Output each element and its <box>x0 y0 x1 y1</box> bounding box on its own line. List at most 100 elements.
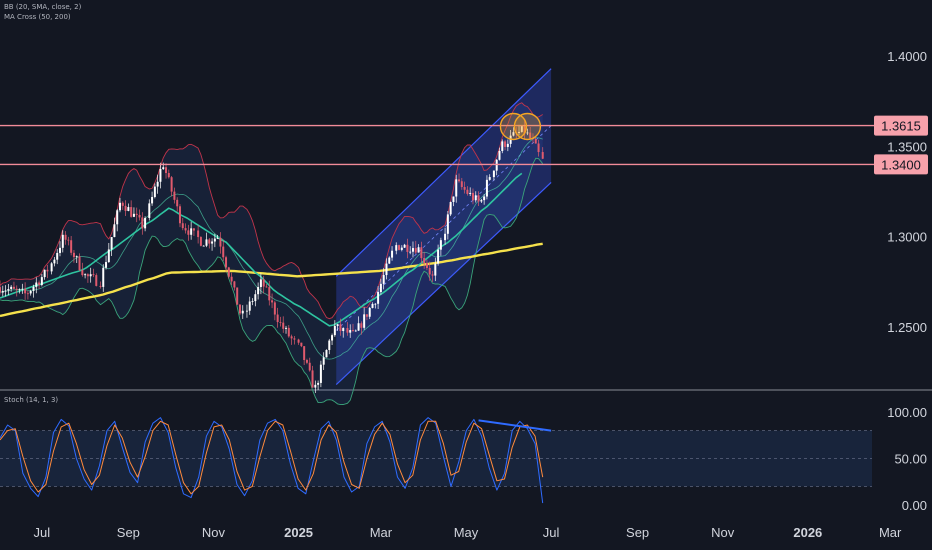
candle-body <box>113 224 116 238</box>
candle-body <box>78 256 81 271</box>
candle-body <box>273 302 276 315</box>
level-label-box <box>874 115 928 136</box>
candle-body <box>311 370 314 388</box>
candle-body <box>181 223 184 229</box>
candle-body <box>485 179 488 197</box>
candle-body <box>202 245 205 247</box>
stoch-tick-label: 100.00 <box>887 405 927 420</box>
x-tick-label: Jul <box>543 525 560 540</box>
legend-bb[interactable]: BB (20, SMA, close, 2) <box>4 3 82 11</box>
candle-body <box>374 303 377 305</box>
candle-body <box>371 303 374 308</box>
candle-body <box>444 233 447 241</box>
candle-body <box>480 200 483 202</box>
candle-body <box>107 249 110 263</box>
candle-body <box>38 282 41 285</box>
candle-body <box>29 290 32 294</box>
highlight-circle <box>513 112 542 141</box>
candle-body <box>4 290 7 292</box>
candle-body <box>262 279 265 287</box>
candle-body <box>58 247 61 253</box>
x-tick-label: Mar <box>879 525 902 540</box>
stoch-tick-label: 50.00 <box>894 452 927 467</box>
candle-body <box>434 263 437 276</box>
x-tick-label: May <box>454 525 479 540</box>
candle-body <box>400 247 403 250</box>
horizontal-levels[interactable]: 1.3615 1.3400 <box>0 115 928 175</box>
candle-body <box>190 228 193 235</box>
ascending-channel[interactable] <box>335 68 552 386</box>
ma200-line <box>0 242 543 318</box>
candle-body <box>197 230 200 238</box>
candle-body <box>425 263 428 268</box>
candles <box>0 119 544 393</box>
candle-body <box>388 257 391 264</box>
candle-body <box>331 335 334 341</box>
candle-body <box>276 314 279 323</box>
candle-body <box>135 213 138 215</box>
legend-stoch[interactable]: Stoch (14, 1, 3) <box>4 396 59 404</box>
stoch-d-line <box>0 420 544 495</box>
candle-body <box>285 327 288 329</box>
candle-body <box>144 217 147 229</box>
candle-body <box>84 274 87 276</box>
candle-body <box>523 125 526 134</box>
level-label: 1.3615 <box>881 119 921 134</box>
candle-body <box>18 289 21 291</box>
candle-body <box>360 323 363 328</box>
candle-body <box>534 139 537 144</box>
candle-body <box>24 288 27 294</box>
candle-body <box>308 362 311 371</box>
candle-body <box>170 177 173 192</box>
candle-body <box>130 207 133 217</box>
x-tick-label: Nov <box>711 525 735 540</box>
candle-body <box>187 230 190 235</box>
candle-body <box>110 237 113 250</box>
candle-body <box>322 357 325 365</box>
candle-body <box>141 217 144 229</box>
candle-body <box>449 201 452 215</box>
candle-body <box>165 167 168 174</box>
candle-body <box>411 248 414 252</box>
candle-body <box>455 179 458 197</box>
candle-body <box>351 330 354 331</box>
candle-body <box>259 279 262 288</box>
candle-body <box>251 301 254 302</box>
stoch-band-fill <box>0 430 872 487</box>
price-tick-label: 1.3500 <box>887 139 927 154</box>
candle-body <box>199 237 202 246</box>
legend-ma-cross[interactable]: MA Cross (50, 200) <box>4 13 71 21</box>
candle-body <box>488 177 491 180</box>
candle-body <box>379 283 382 293</box>
channel-lower <box>335 182 552 386</box>
bb-lower <box>0 157 544 406</box>
candle-body <box>541 152 544 159</box>
candle-body <box>420 247 423 259</box>
x-tick-label: Sep <box>626 525 649 540</box>
candle-body <box>483 196 486 201</box>
candle-body <box>382 275 385 284</box>
candle-body <box>167 173 170 178</box>
candle-body <box>92 274 95 276</box>
candle-body <box>339 324 342 332</box>
candle-body <box>423 258 426 264</box>
candle-body <box>414 248 417 253</box>
highlight-circles[interactable] <box>499 112 542 141</box>
bb-upper <box>0 102 543 320</box>
candle-body <box>265 286 268 288</box>
candle-body <box>132 213 135 217</box>
stoch-k-line <box>0 417 544 504</box>
candle-body <box>300 342 303 347</box>
candle-body <box>15 288 18 290</box>
candle-body <box>458 179 461 182</box>
candle-body <box>245 310 248 312</box>
candle-body <box>241 310 244 314</box>
level-label: 1.3400 <box>881 157 921 172</box>
candle-body <box>0 287 1 293</box>
candle-body <box>35 282 38 287</box>
level-label-box <box>874 154 928 175</box>
candle-body <box>21 288 24 290</box>
candle-body <box>518 131 521 134</box>
